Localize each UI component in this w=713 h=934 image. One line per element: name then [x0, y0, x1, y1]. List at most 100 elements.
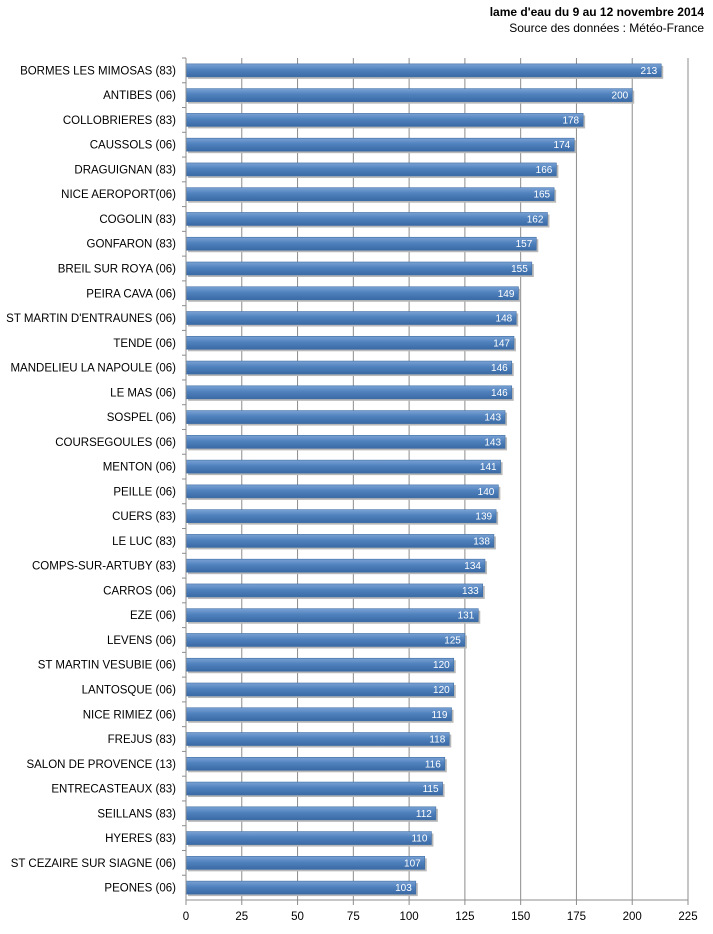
- bar-value-label: 147: [493, 338, 510, 349]
- bar-value-label: 166: [536, 165, 553, 176]
- bar-value-label: 134: [464, 561, 481, 572]
- bar: [185, 509, 497, 523]
- bar-value-label: 139: [475, 512, 492, 523]
- bar-value-label: 140: [478, 487, 495, 498]
- category-label: NICE AEROPORT(06): [61, 189, 176, 201]
- bar-value-label: 165: [533, 190, 550, 201]
- bar-value-label: 149: [498, 289, 515, 300]
- bar-value-label: 103: [395, 883, 412, 894]
- category-label: EZE (06): [130, 610, 176, 622]
- tick-label-100: 100: [400, 911, 419, 923]
- bar: [185, 558, 486, 573]
- bar-value-label: 120: [433, 685, 450, 696]
- bar: [185, 806, 437, 821]
- category-label: NICE RIMIEZ (06): [83, 709, 176, 721]
- category-label: BORMES LES MIMOSAS (83): [20, 65, 176, 77]
- bar: [185, 707, 452, 722]
- bar-value-label: 143: [484, 437, 501, 448]
- bar: [185, 236, 537, 251]
- category-label: GONFARON (83): [87, 239, 177, 251]
- bar-value-label: 157: [516, 239, 533, 250]
- bar: [185, 410, 506, 424]
- bar: [185, 212, 548, 226]
- bar: [185, 385, 513, 400]
- tick-label-25: 25: [235, 911, 248, 923]
- category-label: MENTON (06): [103, 462, 176, 474]
- tick-label-125: 125: [455, 911, 474, 923]
- grid-lines: [241, 58, 689, 900]
- bar-value-label: 200: [612, 91, 629, 102]
- bar-value-label: 119: [432, 710, 448, 721]
- bar: [185, 831, 432, 845]
- x-axis-ticks: 0 25 50 75 100 125 150 175 200 225: [183, 900, 698, 923]
- chart-title: lame d'eau du 9 au 12 novembre 2014: [490, 5, 705, 19]
- bar-value-label: 120: [433, 660, 450, 671]
- bar-value-label: 178: [562, 115, 579, 126]
- category-label: FREJUS (83): [108, 734, 177, 746]
- bar: [185, 781, 443, 796]
- bar: [185, 311, 517, 325]
- bar-value-label: 131: [458, 611, 475, 622]
- bar: [185, 657, 455, 672]
- bar-value-label: 115: [423, 784, 439, 795]
- category-label: COURSEGOULES (06): [55, 437, 176, 449]
- bar: [185, 682, 455, 697]
- category-label: LE MAS (06): [110, 387, 176, 399]
- bar-value-label: 146: [491, 388, 508, 399]
- bar: [185, 534, 495, 548]
- category-label: BREIL SUR ROYA (06): [58, 264, 176, 276]
- bar: [185, 633, 466, 647]
- bar-value-label: 112: [416, 809, 432, 820]
- category-label: ANTIBES (06): [103, 90, 176, 102]
- category-label: COMPS-SUR-ARTUBY (83): [32, 561, 176, 573]
- bar: [185, 880, 417, 895]
- bar: [185, 856, 426, 870]
- bar-series: 213 200 178 174 166 165 162 157 155 149 148 147 146 1…: [185, 63, 664, 897]
- category-label: SALON DE PROVENCE (13): [26, 759, 176, 771]
- bar: [185, 459, 501, 474]
- bar: [185, 435, 506, 449]
- category-label: CAUSSOLS (06): [90, 140, 176, 152]
- category-label: LANTOSQUE (06): [82, 685, 177, 697]
- category-label: HYERES (83): [105, 833, 176, 845]
- bar-value-label: 148: [496, 314, 513, 325]
- bar-value-label: 118: [429, 735, 445, 746]
- bar: [185, 286, 519, 301]
- bar: [185, 162, 557, 177]
- bar-value-label: 141: [480, 462, 497, 473]
- category-label: LE LUC (83): [112, 536, 176, 548]
- category-label: PEILLE (06): [113, 486, 176, 498]
- bar-value-label: 110: [411, 834, 427, 845]
- bar: [185, 756, 446, 771]
- bar-value-label: 162: [527, 214, 544, 225]
- category-label: CUERS (83): [112, 511, 176, 523]
- bar: [185, 187, 555, 202]
- bar: [185, 113, 584, 127]
- bar-value-label: 133: [462, 586, 479, 597]
- tick-label-175: 175: [567, 911, 586, 923]
- tick-label-75: 75: [347, 911, 360, 923]
- category-label: ST MARTIN D'ENTRAUNES (06): [6, 313, 176, 325]
- bar-value-label: 146: [491, 363, 508, 374]
- category-label: DRAGUIGNAN (83): [74, 164, 176, 176]
- bar-value-label: 138: [473, 536, 490, 547]
- bar-value-label: 155: [511, 264, 528, 275]
- chart-subtitle: Source des données : Météo-France: [509, 21, 704, 35]
- category-label: SEILLANS (83): [97, 808, 176, 820]
- tick-label-150: 150: [511, 911, 530, 923]
- category-label: COGOLIN (83): [99, 214, 176, 226]
- bar: [185, 335, 515, 350]
- category-label: ST MARTIN VESUBIE (06): [38, 660, 176, 672]
- bar: [185, 608, 479, 623]
- bar: [185, 360, 513, 375]
- bar: [185, 63, 662, 78]
- bar: [185, 88, 633, 102]
- bar-value-label: 213: [641, 66, 658, 77]
- category-label: CARROS (06): [103, 585, 176, 597]
- category-label: TENDE (06): [113, 338, 176, 350]
- bar-value-label: 116: [425, 759, 441, 770]
- category-label: LEVENS (06): [107, 635, 176, 647]
- bar: [185, 484, 499, 499]
- category-label: ST CEZAIRE SUR SIAGNE (06): [11, 858, 176, 870]
